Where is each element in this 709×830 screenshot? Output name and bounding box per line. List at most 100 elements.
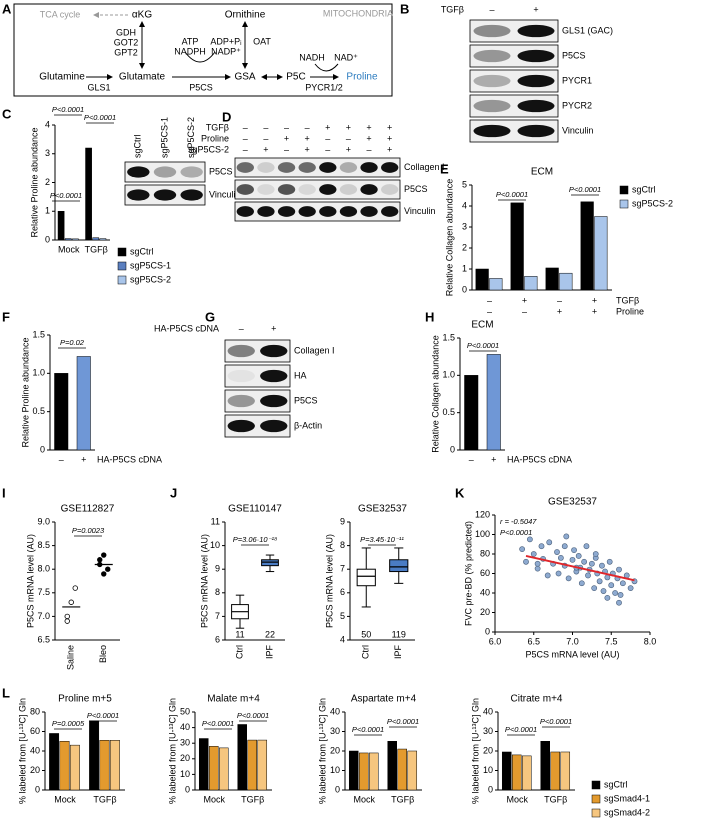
x-tick-label: IPF [393,645,403,660]
y-tick-label: 1.5 [32,329,45,339]
bar [594,216,608,291]
data-point [588,560,595,567]
bar [486,354,501,451]
y-axis-label: % labeled from [U-¹³C] Gln [317,698,327,804]
blot-band [473,99,511,113]
y-tick-label: 0 [462,284,467,294]
condition-sign: + [592,306,597,316]
y-tick-label: 8 [215,587,220,597]
condition-sign: + [557,306,562,316]
bar [57,211,65,241]
x-axis-label: HA-P5CS cDNA [507,454,572,464]
y-tick-label: 8 [340,540,345,550]
annotation: P=0.0023 [72,526,105,535]
blot-band-label: Collagen I [404,162,445,172]
bar [407,750,418,791]
blot-band [298,162,316,173]
data-point [612,590,619,596]
blot-sign: + [533,4,538,14]
x-tick-label: TGFβ [85,244,108,254]
y-tick-label: 0.5 [32,406,45,416]
chart-title: Malate m+4 [207,694,260,705]
y-tick-label: 7 [340,564,345,574]
blot-band [319,184,337,195]
y-axis-label: Relative Collagen abundance [430,335,440,453]
node: Proline [346,72,378,83]
annotation: P=3.45·10⁻¹¹ [360,535,404,544]
node: GSA [234,72,255,83]
blot-band-label: Vinculin [404,206,435,216]
data-point [591,585,598,592]
blot-band-label: P5CS [562,50,586,60]
node: TCA cycle [40,9,81,19]
bar [59,741,70,791]
data-point [101,571,107,577]
y-tick-label: 9 [215,564,220,574]
blot-band [227,419,255,433]
y-tick-label: 0 [485,626,490,636]
x-tick-label: TGFβ [391,794,414,804]
x-tick-label: IPF [264,645,274,660]
data-point [557,555,564,561]
y-tick-label: 0 [45,234,50,244]
bar [501,751,512,791]
annotation: P<0.0001 [496,190,528,199]
bar [464,375,479,451]
blot-band [153,189,177,201]
legend-swatch [591,794,601,804]
node: Ornithine [225,10,266,21]
y-tick-label: 3 [462,221,467,231]
legend-label: sgSmad4-1 [604,793,650,803]
y-tick-label: 10 [483,765,493,775]
annotation: P<0.0001 [50,191,82,200]
x-tick-label: 7.5 [605,636,618,646]
bar [524,276,538,291]
blot-band-label: Vinculin [209,189,240,199]
data-point [546,539,553,546]
y-tick-label: 4 [340,634,345,644]
condition-label: TGFβ [616,295,639,305]
chart-title: GSE32537 [548,497,597,508]
panel-letter: F [2,309,10,324]
annotation: P<0.0001 [52,105,84,114]
bar [219,747,229,791]
sample-size: 11 [235,629,244,639]
blot-sign: – [263,133,268,143]
annotation: P<0.0001 [202,719,234,728]
blot-sign: – [243,133,248,143]
blot-band-label: P5CS [404,184,428,194]
blot-band [277,206,296,217]
x-tick-label: Mock [353,794,375,804]
y-tick-label: 0 [335,784,340,794]
blot-lane-label: sgP5CS-2 [186,117,196,158]
data-point [596,578,603,585]
blot-band [180,189,203,201]
blot-band [127,189,150,201]
y-tick-label: 1 [462,263,467,273]
blot-band [227,369,255,383]
data-point [578,580,585,587]
data-point [97,557,103,563]
enzyme: PYCR1/2 [305,82,343,92]
chart-title: Aspartate m+4 [351,694,417,705]
box [389,559,409,573]
data-point [555,570,562,577]
y-tick-label: 5 [340,611,345,621]
blot-band [260,369,288,383]
blot-sign: + [366,122,371,132]
blot-band [319,206,337,217]
enzyme: GDH [116,27,136,37]
blot-band [236,206,254,217]
chart-title: ECM [531,167,553,178]
blot-strip [234,157,401,178]
bar [348,750,359,791]
bar [550,751,561,791]
y-tick-label: 120 [475,509,490,519]
blot-band-label: Collagen I [294,345,335,355]
data-point [581,558,588,565]
sample-size: 22 [265,629,275,639]
panel-letter: J [170,485,177,500]
bar [69,744,80,791]
x-tick-label: Saline [66,645,76,670]
blot-sign: + [263,144,268,154]
